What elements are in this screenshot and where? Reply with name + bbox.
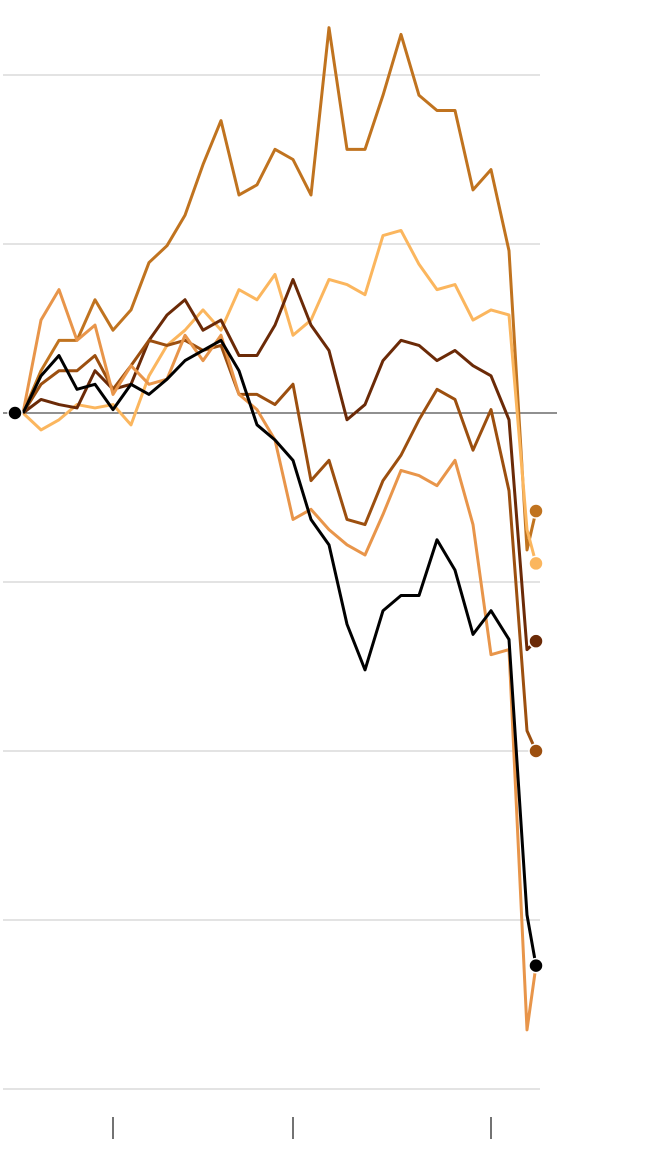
- end-dot: [528, 633, 544, 649]
- series-line: [21, 338, 538, 966]
- series-line: [21, 26, 538, 552]
- series-line: [21, 228, 538, 564]
- end-dot: [528, 555, 544, 572]
- end-dot: [528, 743, 544, 759]
- series-line: [21, 338, 538, 752]
- series-line: [21, 288, 538, 1032]
- end-dot: [528, 503, 544, 519]
- end-dot: [528, 957, 544, 974]
- start-dot: [7, 405, 23, 421]
